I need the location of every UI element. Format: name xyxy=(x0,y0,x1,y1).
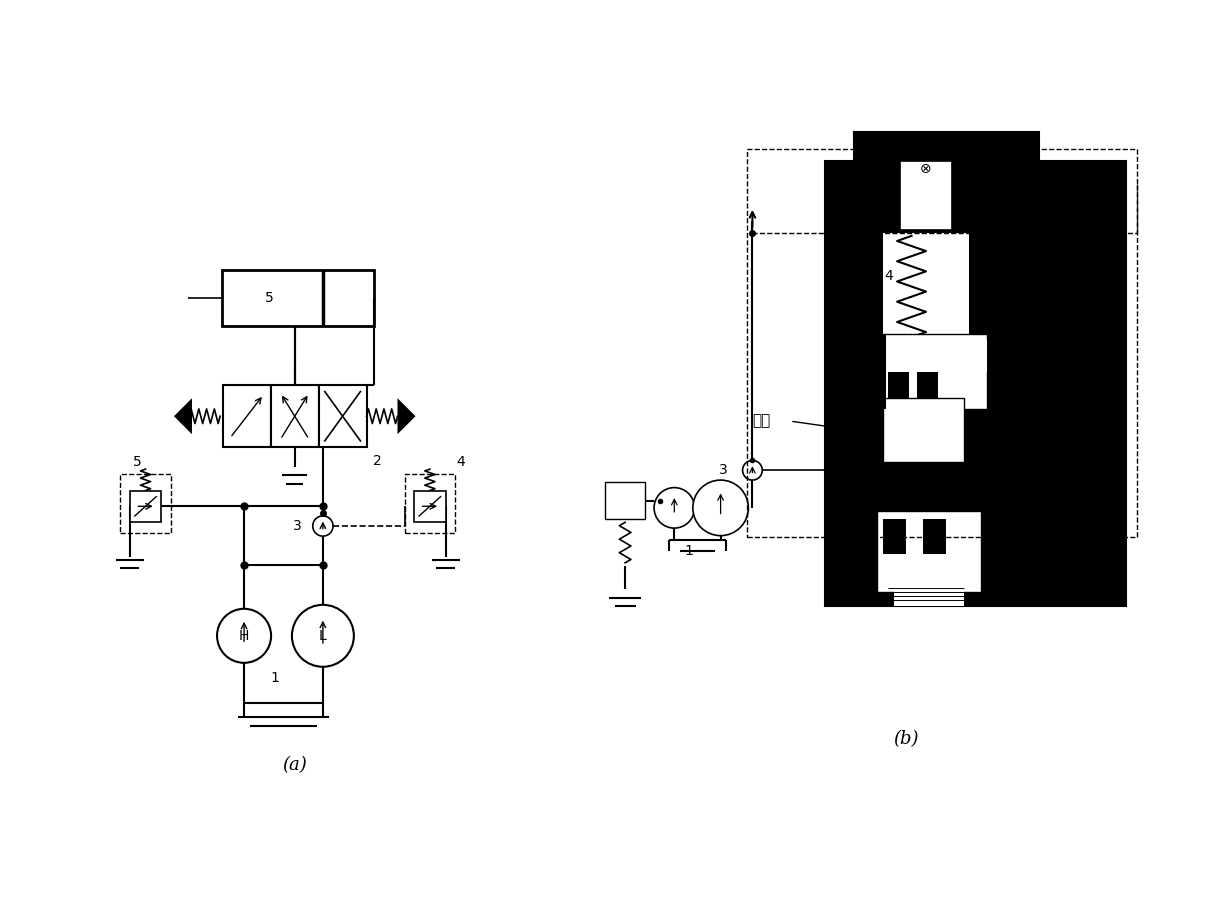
Text: 3: 3 xyxy=(294,519,302,533)
Bar xyxy=(883,398,963,462)
Text: L: L xyxy=(319,629,327,643)
Circle shape xyxy=(654,488,694,528)
Bar xyxy=(871,334,987,410)
Bar xyxy=(871,340,987,372)
Bar xyxy=(223,385,271,447)
Bar xyxy=(895,577,963,607)
Text: 1: 1 xyxy=(684,544,693,558)
Bar xyxy=(883,519,906,554)
Bar xyxy=(318,385,366,447)
Bar xyxy=(900,161,952,230)
Circle shape xyxy=(217,608,271,662)
Text: 5: 5 xyxy=(266,291,274,305)
Text: 1: 1 xyxy=(271,671,279,685)
Bar xyxy=(130,491,162,522)
Polygon shape xyxy=(174,398,192,434)
Bar xyxy=(405,474,455,534)
Bar xyxy=(222,270,373,326)
Bar xyxy=(917,369,938,398)
Polygon shape xyxy=(398,398,415,434)
Text: 4: 4 xyxy=(884,269,892,284)
Text: ⊗: ⊗ xyxy=(920,162,931,176)
Bar xyxy=(923,519,946,554)
Text: 5: 5 xyxy=(132,455,142,470)
Circle shape xyxy=(693,480,748,536)
Text: 2: 2 xyxy=(373,454,382,468)
Text: 控制压力油: 控制压力油 xyxy=(941,136,987,151)
Bar xyxy=(889,369,908,398)
Bar xyxy=(271,385,318,447)
Text: 3: 3 xyxy=(720,464,728,477)
Circle shape xyxy=(293,605,354,667)
Bar xyxy=(876,511,980,592)
Circle shape xyxy=(743,461,763,480)
Text: H: H xyxy=(239,629,250,643)
Bar xyxy=(414,491,446,522)
Bar xyxy=(853,131,1039,161)
Bar xyxy=(605,482,645,519)
Text: 控制活塞: 控制活塞 xyxy=(1010,576,1047,590)
Text: (b): (b) xyxy=(894,730,918,748)
Bar xyxy=(120,474,171,534)
Bar xyxy=(871,334,885,410)
Circle shape xyxy=(313,516,333,536)
Bar xyxy=(883,233,969,340)
Text: (a): (a) xyxy=(283,756,307,774)
Bar xyxy=(825,161,1126,607)
Text: 阀芯: 阀芯 xyxy=(752,414,770,428)
Bar xyxy=(747,149,1137,536)
Text: 4: 4 xyxy=(457,455,465,470)
